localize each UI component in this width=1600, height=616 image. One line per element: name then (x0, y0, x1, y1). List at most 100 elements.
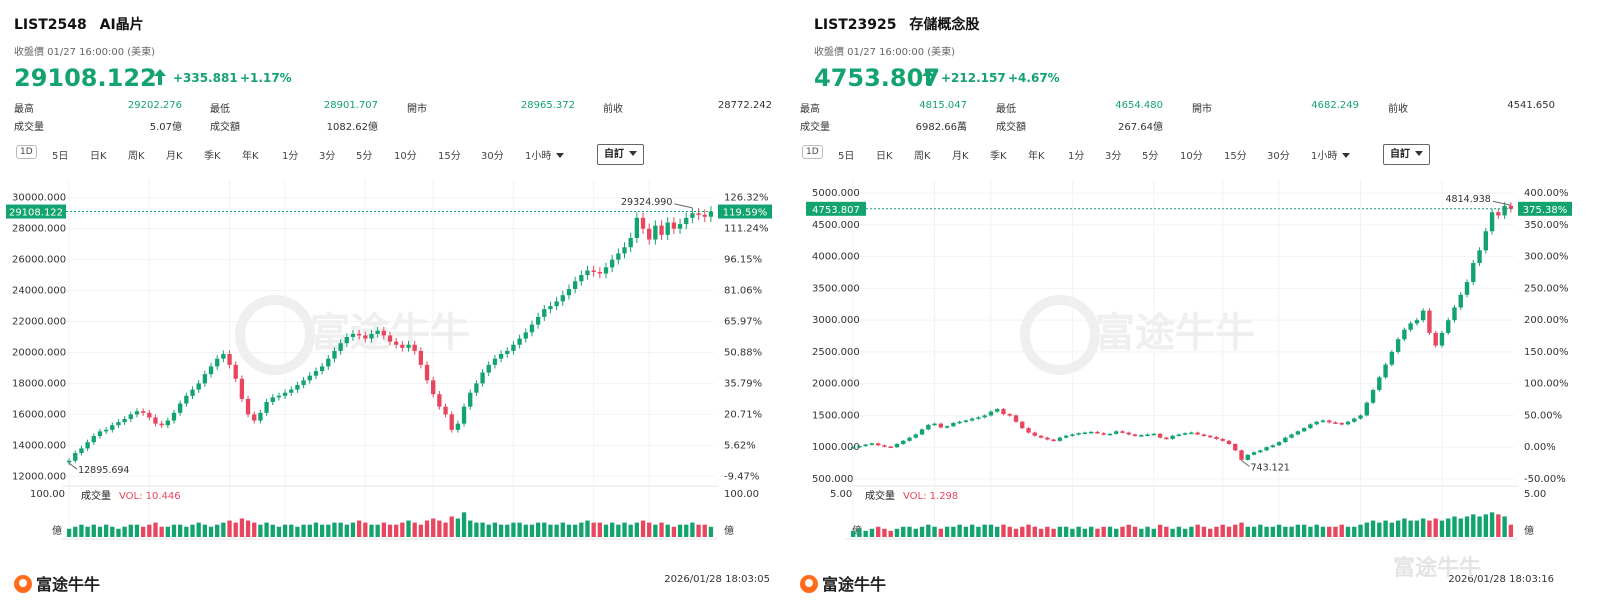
volume-bar (708, 526, 714, 537)
volume-bar (1289, 526, 1294, 537)
candle (449, 414, 454, 430)
prev-close-label: 前收 (603, 104, 623, 115)
tab-daily-k[interactable]: 日K (876, 151, 893, 162)
custom-dropdown[interactable]: 自訂 (597, 144, 644, 165)
volume-bar (982, 524, 987, 537)
tab-quarterly-k[interactable]: 季K (990, 151, 1007, 162)
tab-yearly-k[interactable]: 年K (1028, 151, 1045, 162)
pct-tick-label: -9.47% (724, 471, 759, 482)
candle (363, 335, 368, 339)
volume-bar (258, 524, 263, 537)
tab-1hour[interactable]: 1小時 (525, 147, 565, 162)
volume-bar (492, 522, 498, 537)
candle (1471, 263, 1476, 283)
candle (196, 383, 201, 390)
candlestick-chart[interactable]: 5000.000 400.00% 4500.000 350.00% 4000.000 30… (800, 170, 1584, 545)
candle (1233, 443, 1238, 451)
tab-15min[interactable]: 15分 (1224, 151, 1247, 162)
volume-bar (1489, 512, 1495, 537)
tab-1min[interactable]: 1分 (1068, 151, 1085, 162)
candle (963, 420, 969, 423)
candle (375, 330, 380, 334)
tab-10min[interactable]: 10分 (1180, 151, 1203, 162)
volume-bar (653, 524, 658, 537)
candle (566, 289, 572, 296)
volume-bar (326, 524, 331, 537)
candle (1270, 445, 1276, 448)
volume-bar (1245, 526, 1250, 537)
candle (1395, 339, 1401, 352)
candlestick-chart[interactable]: 30000.000 126.32% 28000.000 111.24% 26000.00… (0, 170, 784, 545)
open-label: 開市 (407, 104, 427, 115)
price-change: +212.157 (941, 71, 1006, 85)
tab-weekly-k[interactable]: 周K (128, 151, 145, 162)
candle (938, 423, 944, 428)
pct-tick-label: 400.00% (1524, 188, 1569, 199)
tab-5d[interactable]: 5日 (838, 151, 855, 162)
tab-1d[interactable]: 1D (16, 145, 37, 159)
price-change-pct: +4.67% (1008, 71, 1060, 85)
candle (233, 364, 238, 379)
watermark-logo-icon (1020, 295, 1100, 375)
pct-tick-label: 5.62% (724, 440, 756, 451)
volume-bar (1345, 526, 1351, 537)
candle (863, 444, 868, 447)
tab-30min[interactable]: 30分 (1267, 151, 1290, 162)
volume-bar (264, 522, 269, 537)
volume-bar (1051, 528, 1056, 537)
tab-15min[interactable]: 15分 (438, 151, 461, 162)
tab-1min[interactable]: 1分 (282, 151, 299, 162)
volume-bar (313, 522, 319, 537)
tab-5min[interactable]: 5分 (1142, 151, 1159, 162)
candle (1283, 437, 1288, 443)
candle (1038, 435, 1044, 438)
volume-bar (153, 522, 158, 537)
tab-1hour[interactable]: 1小時 (1311, 147, 1351, 162)
tab-3min[interactable]: 3分 (1105, 151, 1122, 162)
interval-tabs: 1D 5日 日K 周K 月K 季K 年K 1分 3分 5分 10分 15分 30… (14, 144, 774, 166)
last-price-tag-text: 4753.807 (812, 205, 860, 216)
tab-10min[interactable]: 10分 (394, 151, 417, 162)
index-code: LIST2548 (14, 17, 87, 33)
volume-bar (455, 518, 461, 537)
volume-bar (566, 524, 572, 537)
volume-bar (505, 524, 510, 537)
volume-top-label: 100.00 (30, 489, 65, 500)
tab-monthly-k[interactable]: 月K (166, 151, 183, 162)
tab-quarterly-k[interactable]: 季K (204, 151, 221, 162)
tab-30min[interactable]: 30分 (481, 151, 504, 162)
candle (913, 434, 918, 438)
volume-bar (165, 526, 170, 537)
tab-daily-k[interactable]: 日K (90, 151, 107, 162)
pct-tick-label: 350.00% (1524, 220, 1569, 231)
tab-yearly-k[interactable]: 年K (242, 151, 259, 162)
tab-5d[interactable]: 5日 (52, 151, 69, 162)
index-code: LIST23925 (814, 17, 897, 33)
volume-bar (449, 516, 454, 537)
tab-weekly-k[interactable]: 周K (914, 151, 931, 162)
candle (591, 270, 596, 273)
candle (313, 371, 319, 376)
volume-bar (616, 524, 621, 537)
tab-1d[interactable]: 1D (802, 145, 823, 159)
candle (1483, 231, 1489, 251)
volume-bar (684, 524, 689, 537)
volume-bar (647, 522, 652, 537)
pct-tick-label: 35.79% (724, 378, 762, 389)
tab-3min[interactable]: 3分 (319, 151, 336, 162)
volume-bar (239, 518, 245, 537)
tab-monthly-k[interactable]: 月K (952, 151, 969, 162)
y-tick-label: 24000.000 (12, 286, 66, 297)
pct-tick-label: 20.71% (724, 409, 762, 420)
volume-bar (1132, 526, 1138, 537)
y-tick-label: 26000.000 (12, 255, 66, 266)
volume-bar (1439, 520, 1445, 537)
candle (1045, 437, 1050, 440)
open-value: 4682.249 (1311, 100, 1359, 111)
custom-dropdown[interactable]: 自訂 (1383, 144, 1430, 165)
candle (1114, 431, 1119, 434)
volume-bar (1001, 524, 1006, 537)
tab-5min[interactable]: 5分 (356, 151, 373, 162)
index-panel-right: LIST23925 存儲概念股 收盤價 01/27 16:00:00 (美東) … (800, 0, 1584, 616)
volume-bar (1402, 518, 1407, 537)
